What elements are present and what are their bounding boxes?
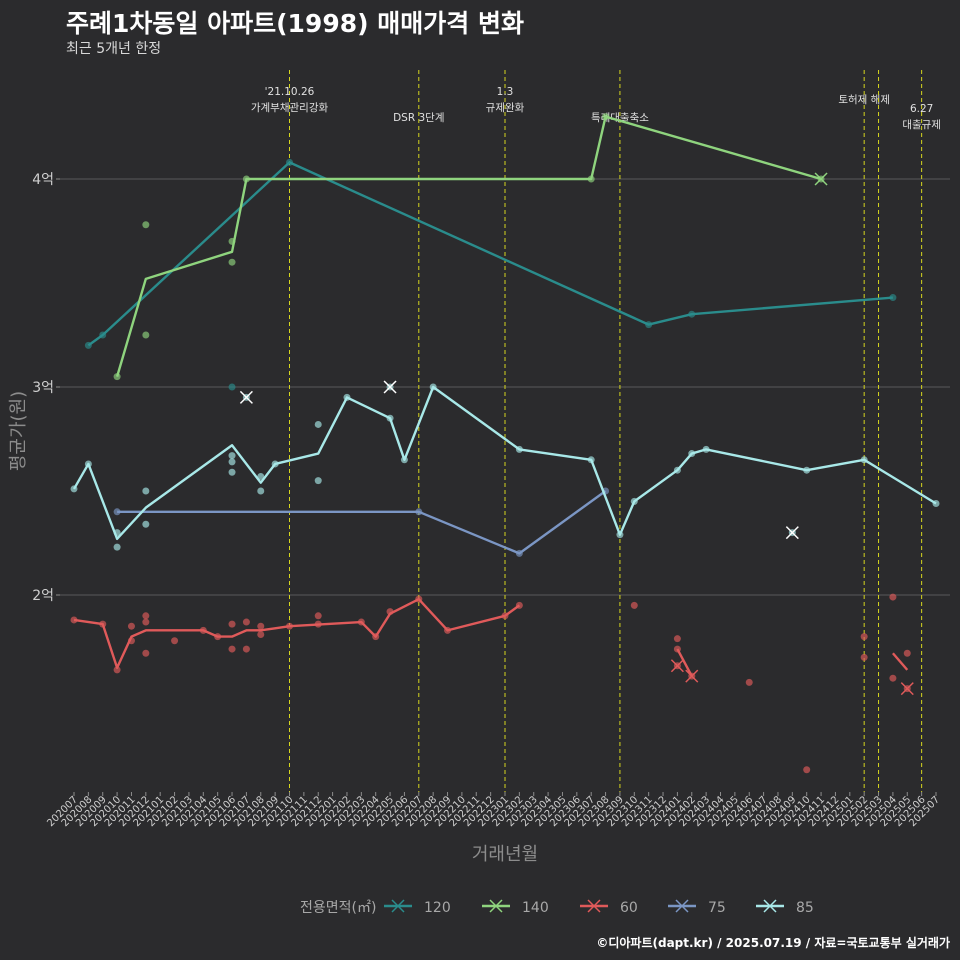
legend: 전용면적(㎡) 120 140 60 75 85 (300, 899, 814, 916)
data-point (142, 649, 150, 657)
cross-stroke (383, 380, 397, 394)
series-line-segment (676, 648, 693, 677)
data-point (314, 477, 322, 485)
legend-swatch-cross (587, 899, 601, 913)
series-85 (70, 383, 940, 551)
event-label: 규제완화 (486, 101, 525, 114)
data-point (228, 452, 236, 460)
series-line (117, 490, 607, 555)
chart-subtitle: 최근 5개년 한정 (66, 41, 162, 57)
chart-title: 주례1차동일 아파트(1998) 매매가격 변화 (66, 9, 524, 38)
data-point (630, 601, 638, 609)
series-line (87, 161, 893, 347)
data-point (113, 666, 121, 674)
data-point (113, 543, 121, 551)
cross-stroke (900, 682, 914, 696)
legend-swatch-cross (763, 899, 777, 913)
data-point (142, 618, 150, 626)
legend-swatch-cross (675, 899, 689, 913)
cross-marker (785, 526, 799, 540)
event-label: 특례대출축소 (591, 112, 649, 124)
cross-marker (814, 172, 828, 186)
x-axis-title: 거래년월 (472, 844, 538, 865)
data-point (171, 637, 179, 645)
event-label: 가계부채관리강화 (251, 102, 329, 114)
data-point (257, 487, 265, 495)
event-label: '21.10.26 (265, 86, 315, 98)
cross-stroke (685, 669, 699, 683)
data-point (142, 520, 150, 528)
data-point (257, 622, 265, 630)
series-120 (84, 158, 897, 391)
series-75 (113, 487, 610, 557)
data-point (257, 631, 265, 639)
cross-marker (670, 659, 684, 673)
data-point (142, 612, 150, 620)
data-point (860, 653, 868, 661)
legend-swatch-cross (489, 899, 503, 913)
series-60 (70, 593, 911, 774)
event-label: 대출규제 (902, 119, 941, 131)
data-point (228, 383, 236, 391)
series-line (73, 597, 521, 669)
data-point (860, 633, 868, 641)
legend-label: 75 (708, 900, 726, 916)
series-line (72, 385, 937, 541)
data-point (242, 645, 250, 653)
data-point (228, 468, 236, 476)
legend-item: 85 (756, 899, 814, 916)
data-point (142, 331, 150, 339)
legend-item: 75 (668, 899, 726, 916)
y-tick-label: 3억 (32, 380, 54, 396)
data-point (314, 612, 322, 620)
data-point (142, 221, 150, 229)
event-label: 1.3 (497, 86, 514, 98)
legend-label: 60 (620, 900, 638, 916)
legend-swatch-cross (391, 899, 405, 913)
cross-marker (239, 390, 253, 404)
data-point (228, 258, 236, 266)
cross-marker (685, 669, 699, 683)
data-point (127, 622, 135, 630)
data-point (673, 635, 681, 643)
series-140 (113, 113, 825, 381)
data-point (314, 420, 322, 428)
legend-item: 140 (482, 899, 549, 916)
data-point (242, 618, 250, 626)
legend-label: 85 (796, 900, 814, 916)
y-tick-label: 2억 (32, 588, 54, 604)
data-point (889, 674, 897, 682)
chart-caption: ©디아파트(dapt.kr) / 2025.07.19 / 자료=국토교통부 실… (596, 936, 950, 950)
cross-stroke (239, 390, 253, 404)
series-line-segment (891, 652, 909, 671)
y-axis-title: 평균가(원) (8, 391, 29, 471)
cross-stroke (814, 172, 828, 186)
data-point (803, 766, 811, 774)
legend-label: 140 (522, 900, 549, 916)
event-label: 토허제 해제 (838, 93, 890, 106)
data-point (142, 487, 150, 495)
legend-label: 120 (424, 900, 451, 916)
cross-stroke (785, 526, 799, 540)
data-point (889, 593, 897, 601)
cross-marker (900, 682, 914, 696)
y-tick-label: 4억 (32, 172, 54, 188)
legend-item: 60 (580, 899, 638, 916)
cross-stroke (670, 659, 684, 673)
event-label: 6.27 (910, 103, 933, 115)
data-point (228, 645, 236, 653)
data-point (257, 472, 265, 480)
event-label: DSR 3단계 (393, 112, 444, 124)
data-point (745, 678, 753, 686)
legend-title: 전용면적(㎡) (300, 900, 376, 916)
series-line (115, 115, 822, 377)
data-point (228, 620, 236, 628)
data-point (903, 649, 911, 657)
cross-marker (383, 380, 397, 394)
legend-item: 120 (384, 899, 451, 916)
data-point (228, 458, 236, 466)
